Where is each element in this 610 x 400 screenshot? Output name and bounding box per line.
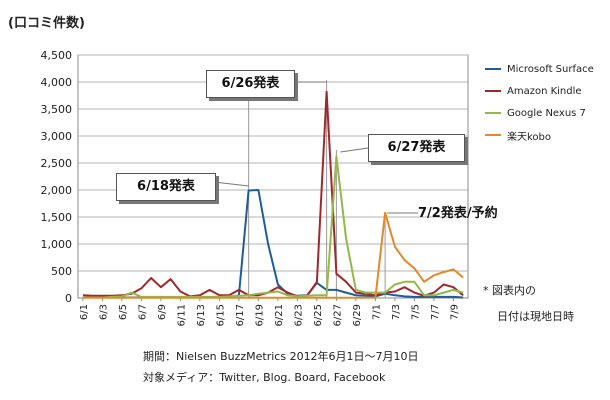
legend-swatch: [485, 90, 501, 92]
x-tick-label: 6/23: [293, 304, 304, 326]
x-tick-label: 7/3: [391, 304, 402, 320]
y-tick-label: 1,000: [41, 238, 73, 251]
callout-pointer: [213, 181, 249, 187]
x-tick-label: 7/7: [430, 304, 441, 320]
legend-label: 楽天kobo: [507, 131, 552, 143]
y-tick-label: 3,000: [41, 130, 73, 143]
legend-swatch: [485, 112, 501, 114]
legend-item-google-nexus-7: Google Nexus 7: [485, 102, 607, 124]
legend: Microsoft Surface Amazon Kindle Google N…: [485, 58, 607, 146]
x-tick-label: 6/3: [98, 304, 109, 320]
x-tick-label: 6/9: [157, 304, 168, 320]
x-tick-label: 6/11: [176, 304, 187, 326]
callout-6-27: 6/27発表: [368, 134, 465, 162]
y-tick-label: 500: [51, 265, 72, 278]
x-tick-label: 6/7: [137, 304, 148, 320]
x-tick-label: 6/17: [235, 304, 246, 326]
x-tick-label: 6/19: [254, 304, 265, 326]
x-tick-label: 6/15: [215, 304, 226, 326]
note-line-2: 日付は現地日時: [497, 310, 574, 323]
x-tick-label: 6/25: [313, 304, 324, 326]
y-tick-label: 4,500: [41, 49, 73, 62]
callout-pointer: [340, 147, 369, 153]
y-tick-label: 0: [65, 292, 72, 305]
legend-label: Microsoft Surface: [507, 63, 594, 75]
x-tick-label: 6/13: [196, 304, 207, 326]
y-axis-title: (口コミ件数): [8, 16, 85, 31]
source-footer: 期間：Nielsen BuzzMetrics 2012年6月1日〜7月10日 対…: [143, 346, 419, 388]
x-tick-label: 6/5: [118, 304, 129, 320]
x-tick-label: 7/1: [371, 304, 382, 320]
x-tick-label: 7/5: [410, 304, 421, 320]
y-tick-label: 3,500: [41, 103, 73, 116]
footer-media: 対象メディア：Twitter, Blog. Board, Facebook: [143, 371, 386, 384]
y-tick-label: 1,500: [41, 211, 73, 224]
x-tick-label: 6/1: [79, 304, 90, 320]
y-tick-label: 4,000: [41, 76, 73, 89]
callout-7-2: 7/2発表/予約: [418, 206, 498, 221]
legend-label: Amazon Kindle: [507, 85, 582, 97]
x-tick-label: 6/29: [352, 304, 363, 326]
legend-swatch: [485, 68, 501, 70]
callout-6-18: 6/18発表: [116, 173, 216, 201]
series-line-kobo: [82, 211, 464, 299]
date-note: * 図表内の 日付は現地日時: [483, 278, 574, 330]
legend-item-rakuten-kobo: 楽天kobo: [485, 124, 607, 146]
series-line-amazon-kindle: [82, 90, 464, 298]
footer-period: 期間：Nielsen BuzzMetrics 2012年6月1日〜7月10日: [143, 350, 419, 363]
legend-item-amazon-kindle: Amazon Kindle: [485, 80, 607, 102]
legend-swatch: [485, 134, 501, 136]
x-tick-label: 6/27: [332, 304, 343, 326]
legend-item-microsoft-surface: Microsoft Surface: [485, 58, 607, 80]
y-tick-label: 2,500: [41, 157, 73, 170]
callout-6-26: 6/26発表: [206, 70, 295, 98]
y-tick-label: 2,000: [41, 184, 73, 197]
x-tick-label: 6/21: [274, 304, 285, 326]
note-line-1: * 図表内の: [483, 284, 536, 297]
legend-label: Google Nexus 7: [507, 107, 586, 119]
x-tick-label: 7/9: [449, 304, 460, 320]
